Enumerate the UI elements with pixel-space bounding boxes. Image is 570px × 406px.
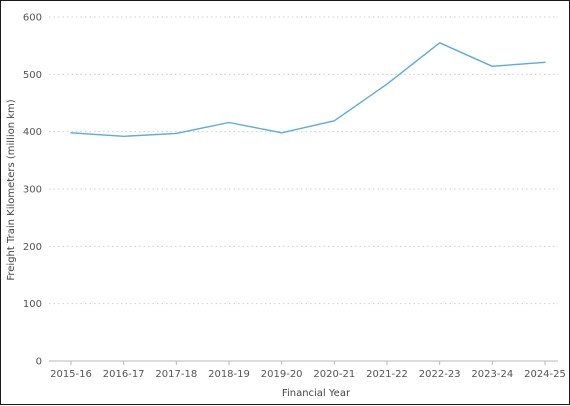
y-tick-label: 200 <box>23 242 42 253</box>
x-tick-label: 2018-19 <box>208 369 250 380</box>
x-axis-title: Financial Year <box>282 388 351 399</box>
y-tick-label: 600 <box>23 13 42 24</box>
x-tick-label: 2015-16 <box>50 369 92 380</box>
x-tick-label: 2023-24 <box>471 369 513 380</box>
x-tick-label: 2020-21 <box>313 369 355 380</box>
data-point <box>175 132 177 134</box>
y-tick-label: 400 <box>23 127 42 138</box>
data-point <box>491 65 493 67</box>
y-tick-label: 100 <box>23 299 42 310</box>
series-layer <box>70 42 546 138</box>
x-tick-label: 2017-18 <box>155 369 197 380</box>
y-axis-ticks: 0 100 200 300 400 500 600 <box>23 13 42 368</box>
x-tick-label: 2016-17 <box>103 369 145 380</box>
x-tick-label: 2019-20 <box>261 369 303 380</box>
x-tick-label: 2022-23 <box>419 369 461 380</box>
y-axis-title: Freight Train Kilometers (million km) <box>6 99 17 280</box>
data-point <box>228 121 230 123</box>
y-tick-label: 500 <box>23 70 42 81</box>
data-point <box>280 132 282 134</box>
x-tick-label: 2024-25 <box>524 369 566 380</box>
data-point <box>386 83 388 85</box>
data-point <box>122 135 124 137</box>
data-point <box>544 61 546 63</box>
data-point <box>438 42 440 44</box>
y-tick-label: 0 <box>36 357 42 368</box>
series-line <box>70 42 546 138</box>
data-point <box>70 132 72 134</box>
gridlines <box>49 16 558 362</box>
y-tick-label: 300 <box>23 185 42 196</box>
data-point <box>333 120 335 122</box>
x-axis-ticks: 2015-16 2016-17 2017-18 2018-19 2019-20 2020-… <box>50 361 566 380</box>
x-tick-label: 2021-22 <box>366 369 408 380</box>
